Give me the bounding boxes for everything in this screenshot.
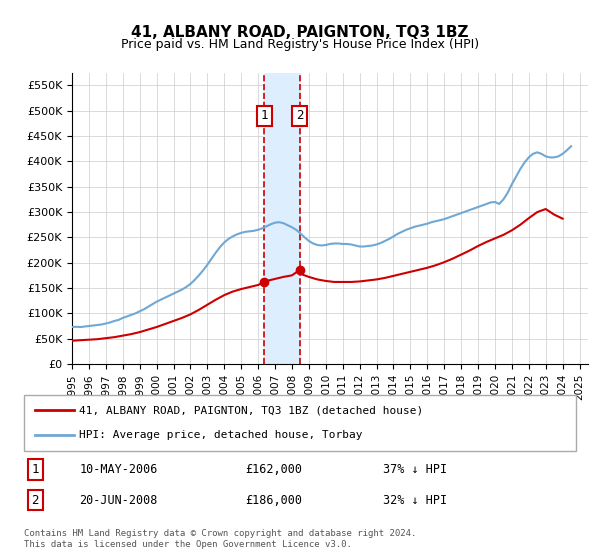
Text: 20-JUN-2008: 20-JUN-2008 bbox=[79, 494, 158, 507]
Text: 10-MAY-2006: 10-MAY-2006 bbox=[79, 463, 158, 476]
Text: 2: 2 bbox=[31, 494, 39, 507]
Text: 2: 2 bbox=[296, 109, 304, 122]
Text: Price paid vs. HM Land Registry's House Price Index (HPI): Price paid vs. HM Land Registry's House … bbox=[121, 38, 479, 51]
Text: 1: 1 bbox=[31, 463, 39, 476]
Bar bbox=[265, 73, 300, 364]
Text: HPI: Average price, detached house, Torbay: HPI: Average price, detached house, Torb… bbox=[79, 430, 362, 440]
Text: Contains HM Land Registry data © Crown copyright and database right 2024.
This d: Contains HM Land Registry data © Crown c… bbox=[24, 529, 416, 549]
FancyBboxPatch shape bbox=[24, 395, 576, 451]
Text: 37% ↓ HPI: 37% ↓ HPI bbox=[383, 463, 447, 476]
Text: 1: 1 bbox=[260, 109, 268, 122]
Text: 41, ALBANY ROAD, PAIGNTON, TQ3 1BZ (detached house): 41, ALBANY ROAD, PAIGNTON, TQ3 1BZ (deta… bbox=[79, 405, 424, 416]
Text: £162,000: £162,000 bbox=[245, 463, 302, 476]
Text: 32% ↓ HPI: 32% ↓ HPI bbox=[383, 494, 447, 507]
Text: £186,000: £186,000 bbox=[245, 494, 302, 507]
Text: 41, ALBANY ROAD, PAIGNTON, TQ3 1BZ: 41, ALBANY ROAD, PAIGNTON, TQ3 1BZ bbox=[131, 25, 469, 40]
